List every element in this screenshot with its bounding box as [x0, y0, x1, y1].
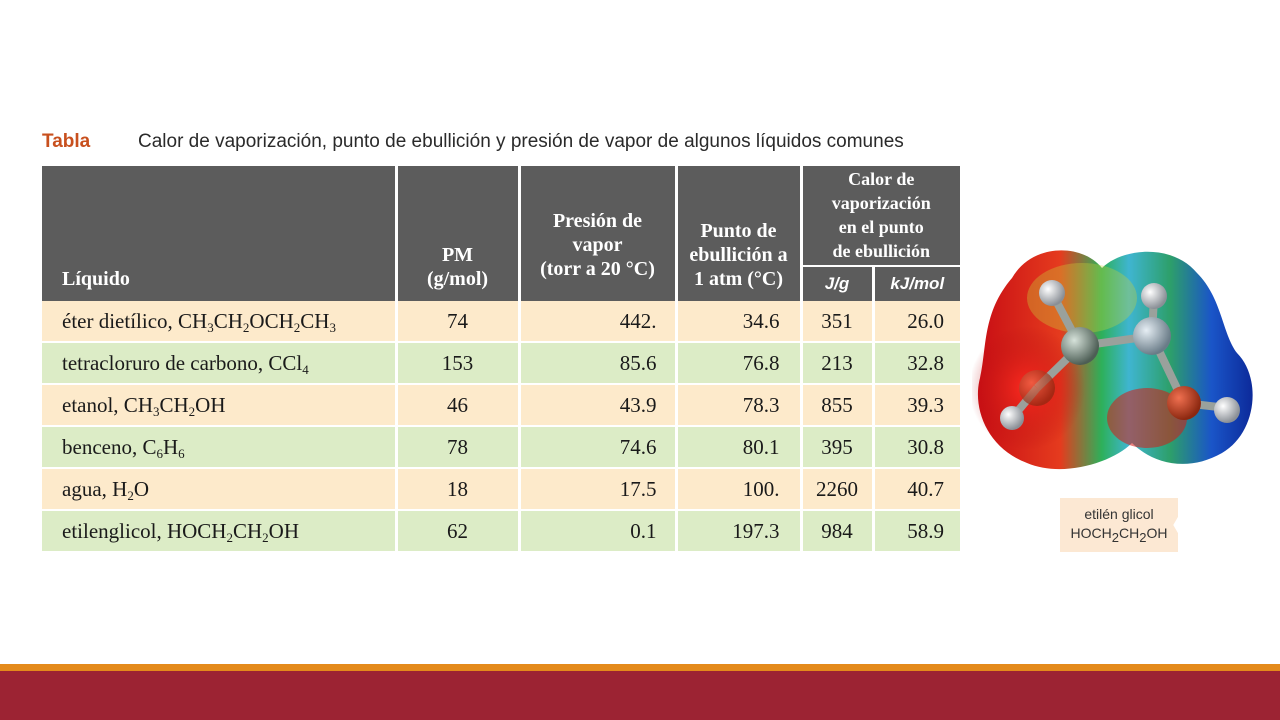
cell-pm: 46	[396, 384, 521, 427]
footer-band	[0, 671, 1280, 720]
header-pm-line: PM	[441, 244, 474, 266]
carbon-atom	[1133, 317, 1171, 355]
molecule-illustration	[969, 250, 1253, 470]
header-punto-line: Punto de	[700, 220, 777, 242]
cell-kjmol: 39.3	[873, 384, 960, 427]
cell-kjmol: 26.0	[873, 301, 960, 343]
table-row: éter dietílico, CH3CH2OCH2CH3 74 442. 34.6 3…	[42, 301, 960, 343]
cell-presion: 17.5	[519, 468, 678, 511]
table-body: éter dietílico, CH3CH2OCH2CH3 74 442. 34.6 3…	[42, 301, 960, 553]
header-punto-line: ebullición a	[689, 244, 788, 266]
header-punto-line: 1 atm (°C)	[693, 268, 784, 290]
cell-pm: 78	[396, 426, 521, 469]
header-jg: J/g	[801, 266, 875, 301]
molecule-name: etilén glicol	[1084, 506, 1154, 522]
liquids-table: Líquido PM (g/mol) Presión de vapor (tor…	[42, 166, 960, 553]
cell-kjmol: 58.9	[873, 510, 960, 553]
molecule-label: etilén glicol HOCH2CH2OH	[1060, 498, 1178, 552]
cell-jg: 213	[801, 342, 875, 385]
cell-jg: 351	[801, 301, 875, 343]
cell-liquido: benceno, C6H6	[42, 426, 398, 469]
cell-jg: 395	[801, 426, 875, 469]
header-punto: Punto de ebullición a 1 atm (°C)	[676, 166, 803, 301]
header-pm: PM (g/mol)	[396, 166, 521, 301]
cell-presion: 442.	[519, 301, 678, 343]
cell-punto: 197.3	[676, 510, 803, 553]
hydrogen-atom	[1039, 280, 1065, 306]
cell-pm: 74	[396, 301, 521, 343]
header-calor-line: en el punto	[838, 217, 924, 237]
table-caption: Tabla Calor de vaporización, punto de ebu…	[42, 131, 904, 161]
oxygen-atom	[1167, 386, 1201, 420]
cell-presion: 74.6	[519, 426, 678, 469]
cell-punto: 76.8	[676, 342, 803, 385]
header-calor: Calor de vaporización en el punto de ebu…	[801, 166, 960, 267]
cell-pm: 18	[396, 468, 521, 511]
header-calor-line: de ebullición	[832, 241, 930, 261]
table-title: Calor de vaporización, punto de ebullici…	[138, 131, 904, 152]
cell-pm: 62	[396, 510, 521, 553]
cell-punto: 78.3	[676, 384, 803, 427]
cell-kjmol: 32.8	[873, 342, 960, 385]
cell-liquido: etanol, CH3CH2OH	[42, 384, 398, 427]
header-calor-line: vaporización	[831, 193, 931, 213]
molecule-formula: HOCH2CH2OH	[1070, 525, 1168, 545]
table-label: Tabla	[42, 131, 91, 152]
cell-jg: 855	[801, 384, 875, 427]
header-pm-line: (g/mol)	[426, 268, 489, 290]
table-row: tetracloruro de carbono, CCl4 153 85.6 76.8…	[42, 342, 960, 385]
header-presion-line: Presión de	[552, 210, 643, 232]
cell-pm: 153	[396, 342, 521, 385]
oxygen-atom	[1019, 370, 1055, 406]
cell-punto: 34.6	[676, 301, 803, 343]
table-row: benceno, C6H6 78 74.6 80.1 395 30.8	[42, 426, 960, 469]
cell-kjmol: 40.7	[873, 468, 960, 511]
header-liquido: Líquido	[42, 166, 398, 301]
table-row: etilenglicol, HOCH2CH2OH 62 0.1 197.3 984 58.…	[42, 510, 960, 553]
cell-liquido: tetracloruro de carbono, CCl4	[42, 342, 398, 385]
cell-kjmol: 30.8	[873, 426, 960, 469]
hydrogen-atom	[1000, 406, 1024, 430]
cell-liquido: éter dietílico, CH3CH2OCH2CH3	[42, 301, 398, 343]
cell-jg: 984	[801, 510, 875, 553]
header-presion-line: vapor	[572, 234, 623, 256]
hydrogen-atom	[1214, 397, 1240, 423]
hydrogen-atom	[1141, 283, 1167, 309]
table-row: agua, H2O 18 17.5 100. 2260 40.7	[42, 468, 960, 511]
cell-presion: 85.6	[519, 342, 678, 385]
table-row: etanol, CH3CH2OH 46 43.9 78.3 855 39.3	[42, 384, 960, 427]
cell-liquido: agua, H2O	[42, 468, 398, 511]
cell-liquido: etilenglicol, HOCH2CH2OH	[42, 510, 398, 553]
header-presion: Presión de vapor (torr a 20 °C)	[519, 166, 678, 301]
cell-presion: 43.9	[519, 384, 678, 427]
header-presion-line: (torr a 20 °C)	[540, 258, 655, 280]
cell-presion: 0.1	[519, 510, 678, 553]
carbon-atom	[1061, 327, 1099, 365]
cell-jg: 2260	[801, 468, 875, 511]
header-calor-line: Calor de	[848, 169, 915, 189]
header-kjmol: kJ/mol	[873, 266, 960, 301]
cell-punto: 80.1	[676, 426, 803, 469]
cell-punto: 100.	[676, 468, 803, 511]
footer-accent-stripe	[0, 664, 1280, 671]
ethylene-glycol-molecule-image	[969, 238, 1264, 478]
